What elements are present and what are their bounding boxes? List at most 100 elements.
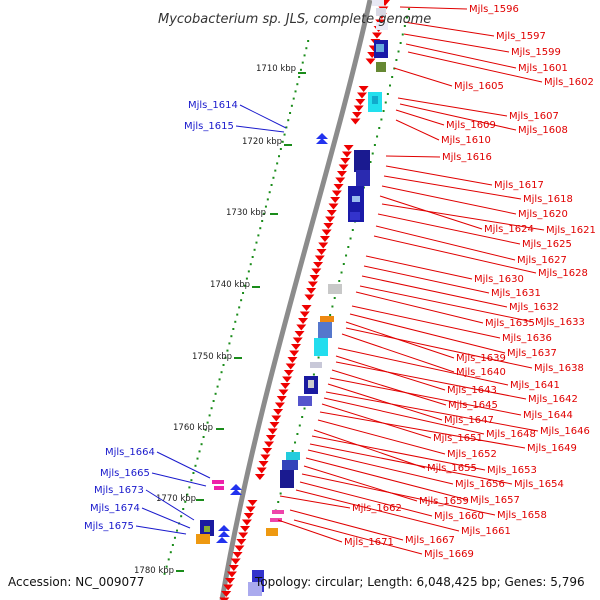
track-dot	[395, 59, 398, 61]
gene-label-mjls_1635[interactable]: Mjls_1635	[485, 318, 535, 329]
gene-label-mjls_1631[interactable]: Mjls_1631	[491, 288, 541, 299]
gene-label-mjls_1646[interactable]: Mjls_1646	[540, 426, 590, 437]
gene-label-mjls_1596[interactable]: Mjls_1596	[469, 4, 519, 15]
gene-label-mjls_1675[interactable]: Mjls_1675	[84, 521, 134, 532]
leader-line	[377, 213, 521, 245]
track-dot	[294, 441, 297, 444]
gene-label-mjls_1607[interactable]: Mjls_1607	[509, 111, 559, 122]
gene-label-mjls_1616[interactable]: Mjls_1616	[442, 152, 492, 163]
gene-label-mjls_1656[interactable]: Mjls_1656	[455, 479, 505, 490]
feature-block	[376, 62, 386, 72]
gene-label-mjls_1638[interactable]: Mjls_1638	[534, 363, 584, 374]
gene-label-mjls_1660[interactable]: Mjls_1660	[434, 511, 484, 522]
feature-block	[204, 526, 210, 532]
gene-label-mjls_1632[interactable]: Mjls_1632	[509, 302, 559, 313]
track-dot	[188, 486, 191, 489]
reverse-gene-arrow	[226, 571, 237, 578]
gene-label-mjls_1649[interactable]: Mjls_1649	[527, 443, 577, 454]
gene-label-mjls_1664[interactable]: Mjls_1664	[105, 447, 155, 458]
leader-line	[293, 519, 423, 555]
gene-label-mjls_1601[interactable]: Mjls_1601	[518, 63, 568, 74]
gene-label-mjls_1625[interactable]: Mjls_1625	[522, 239, 572, 250]
reverse-gene-arrow	[278, 389, 289, 396]
forward-gene-arrow	[230, 484, 242, 490]
gene-label-mjls_1674[interactable]: Mjls_1674	[90, 503, 140, 514]
reverse-gene-arrow	[225, 578, 236, 584]
gene-label-mjls_1637[interactable]: Mjls_1637	[507, 348, 557, 359]
reverse-gene-arrow	[230, 558, 241, 565]
gene-label-mjls_1673[interactable]: Mjls_1673	[94, 485, 144, 496]
gene-label-mjls_1654[interactable]: Mjls_1654	[514, 479, 564, 490]
track-dot	[186, 493, 189, 496]
gene-label-mjls_1665[interactable]: Mjls_1665	[100, 468, 150, 479]
track-dot	[200, 443, 203, 446]
gene-label-mjls_1659[interactable]: Mjls_1659	[419, 496, 469, 507]
gene-label-mjls_1651[interactable]: Mjls_1651	[433, 433, 483, 444]
gene-label-mjls_1644[interactable]: Mjls_1644	[523, 410, 573, 421]
gene-label-mjls_1630[interactable]: Mjls_1630	[474, 274, 524, 285]
gene-label-mjls_1620[interactable]: Mjls_1620	[518, 209, 568, 220]
gene-label-mjls_1614[interactable]: Mjls_1614	[188, 100, 238, 111]
gene-label-mjls_1627[interactable]: Mjls_1627	[517, 255, 567, 266]
gene-label-mjls_1628[interactable]: Mjls_1628	[538, 268, 588, 279]
reverse-gene-arrow	[221, 591, 232, 597]
gene-label-mjls_1640[interactable]: Mjls_1640	[456, 367, 506, 378]
gene-label-mjls_1639[interactable]: Mjls_1639	[456, 353, 506, 364]
gene-label-mjls_1633[interactable]: Mjls_1633	[535, 317, 585, 328]
reverse-gene-arrow	[232, 552, 243, 558]
track-dot	[389, 84, 392, 87]
gene-label-mjls_1643[interactable]: Mjls_1643	[447, 385, 497, 396]
track-dot	[305, 47, 308, 50]
gene-label-mjls_1615[interactable]: Mjls_1615	[184, 121, 234, 132]
track-dot	[238, 306, 241, 309]
gene-label-mjls_1655[interactable]: Mjls_1655	[427, 463, 477, 474]
label-leader-lines	[135, 6, 545, 555]
track-dot	[296, 433, 299, 435]
track-dot	[369, 161, 372, 163]
gene-label-mjls_1610[interactable]: Mjls_1610	[441, 135, 491, 146]
reverse-gene-arrow	[264, 441, 275, 448]
leader-line	[289, 509, 404, 541]
gene-label-mjls_1662[interactable]: Mjls_1662	[352, 503, 402, 514]
track-dot	[338, 280, 341, 282]
gene-label-mjls_1669[interactable]: Mjls_1669	[424, 549, 474, 560]
gene-label-mjls_1618[interactable]: Mjls_1618	[523, 194, 573, 205]
feature-block	[376, 8, 386, 16]
gene-label-mjls_1617[interactable]: Mjls_1617	[494, 180, 544, 191]
gene-label-mjls_1652[interactable]: Mjls_1652	[447, 449, 497, 460]
gene-label-mjls_1608[interactable]: Mjls_1608	[518, 125, 568, 136]
reverse-gene-arrow	[321, 229, 332, 236]
leader-line	[403, 33, 510, 53]
feature-block	[308, 380, 314, 388]
gene-label-mjls_1605[interactable]: Mjls_1605	[454, 81, 504, 92]
gene-label-mjls_1641[interactable]: Mjls_1641	[510, 380, 560, 391]
gene-label-mjls_1657[interactable]: Mjls_1657	[470, 495, 520, 506]
feature-block	[356, 170, 370, 186]
gene-label-mjls_1648[interactable]: Mjls_1648	[486, 429, 536, 440]
track-dot	[163, 572, 166, 575]
reverse-gene-arrow	[254, 474, 265, 480]
gene-labels: Mjls_1596 Mjls_1597 Mjls_1599 Mjls_1601 Mjls…	[84, 4, 596, 560]
gene-label-mjls_1645[interactable]: Mjls_1645	[448, 400, 498, 411]
track-dot	[333, 297, 336, 299]
gene-label-mjls_1667[interactable]: Mjls_1667	[405, 535, 455, 546]
gene-label-mjls_1599[interactable]: Mjls_1599	[511, 47, 561, 58]
kbp-label: 1710 kbp	[256, 64, 296, 74]
gene-label-mjls_1621[interactable]: Mjls_1621	[546, 225, 596, 236]
gene-label-mjls_1642[interactable]: Mjls_1642	[528, 394, 578, 405]
gene-label-mjls_1636[interactable]: Mjls_1636	[502, 333, 552, 344]
gene-label-mjls_1624[interactable]: Mjls_1624	[484, 224, 534, 235]
gene-label-mjls_1658[interactable]: Mjls_1658	[497, 510, 547, 521]
leader-line	[329, 377, 522, 416]
gene-label-mjls_1653[interactable]: Mjls_1653	[487, 465, 537, 476]
gene-label-mjls_1597[interactable]: Mjls_1597	[496, 31, 546, 42]
gene-label-mjls_1647[interactable]: Mjls_1647	[444, 415, 494, 426]
reverse-gene-arrow	[336, 171, 347, 177]
track-dot	[214, 392, 217, 395]
gene-label-mjls_1602[interactable]: Mjls_1602	[544, 77, 594, 88]
gene-label-mjls_1609[interactable]: Mjls_1609	[446, 120, 496, 131]
kbp-tick-1780: 1780 kbp	[134, 566, 184, 576]
track-dot	[397, 50, 400, 53]
gene-label-mjls_1671[interactable]: Mjls_1671	[344, 537, 394, 548]
gene-label-mjls_1661[interactable]: Mjls_1661	[461, 526, 511, 537]
